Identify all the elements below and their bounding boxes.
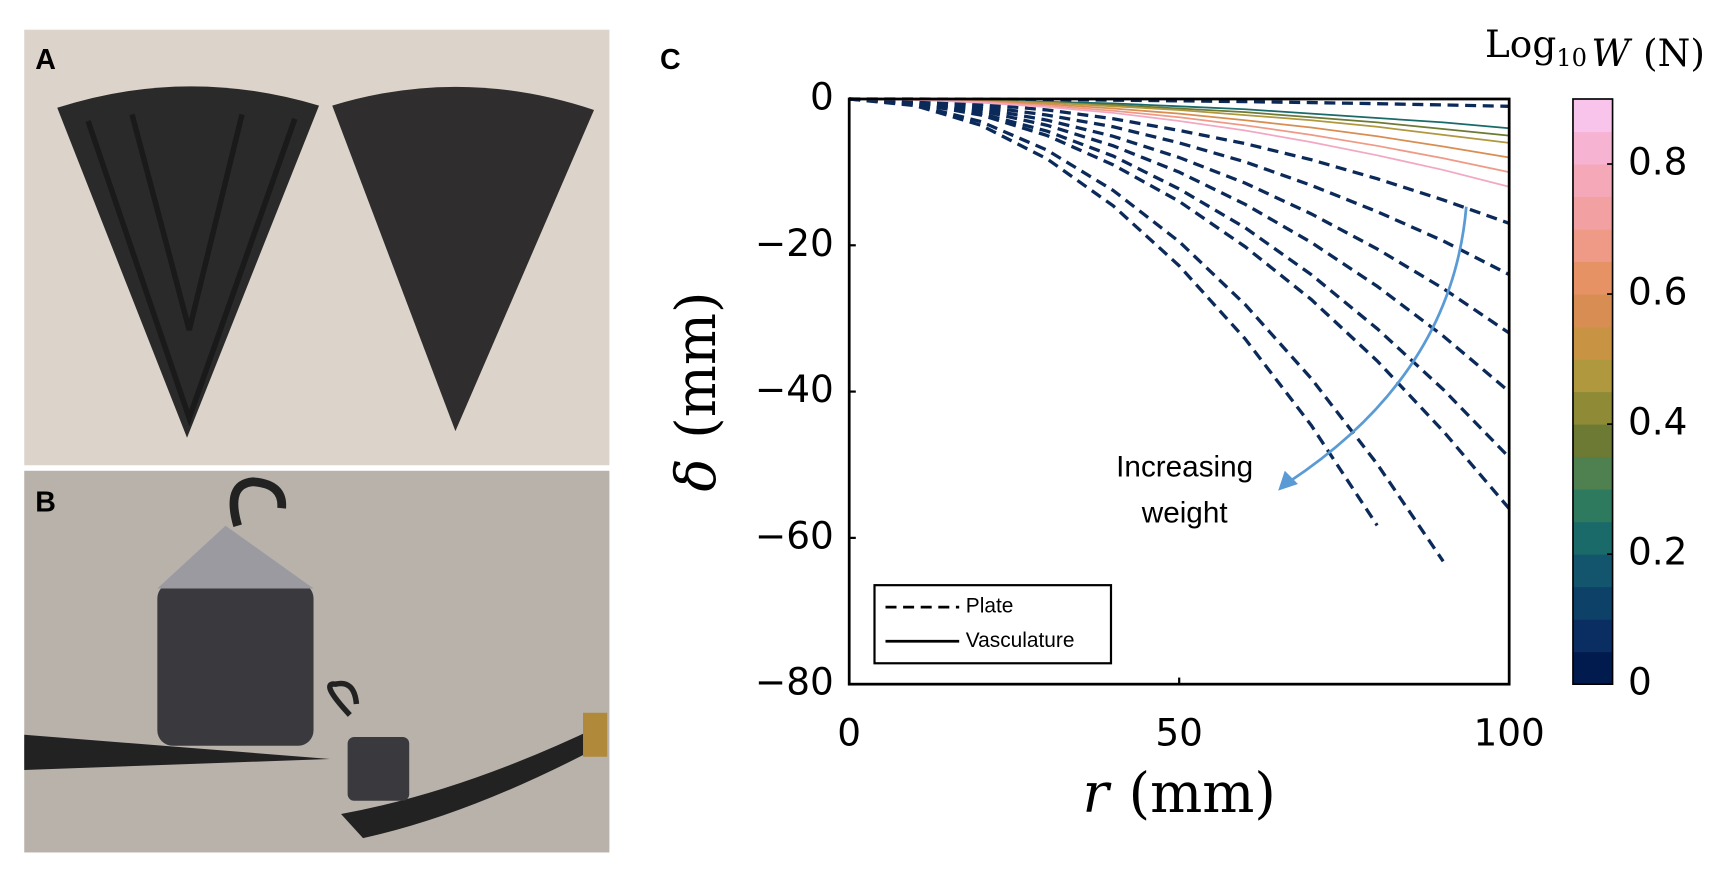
colorbar-step xyxy=(1572,261,1613,295)
photo-a xyxy=(24,29,610,466)
colorbar-tick-label: 0 xyxy=(1628,660,1652,704)
colorbar-step xyxy=(1572,229,1613,263)
colorbar-label-var: W xyxy=(1591,31,1632,75)
panel-label: B xyxy=(35,486,56,518)
clamp xyxy=(583,712,608,757)
colorbar-step xyxy=(1572,456,1613,490)
series-line xyxy=(849,97,1511,335)
weight-cap xyxy=(157,525,314,589)
panel-label: C xyxy=(660,44,681,76)
series-line xyxy=(849,97,1510,277)
x-tick-label: 50 xyxy=(1155,710,1203,754)
photo-background xyxy=(24,470,610,853)
y-tick-label: −60 xyxy=(755,513,834,557)
x-tick-label: 0 xyxy=(837,710,861,754)
colorbar-label-unit: (N) xyxy=(1643,31,1705,75)
colorbar-step xyxy=(1572,619,1613,653)
y-tick-label: −80 xyxy=(755,660,834,704)
colorbar-step xyxy=(1572,326,1613,360)
annotation-arrowhead xyxy=(1278,470,1298,491)
colorbar-step xyxy=(1572,98,1613,133)
weight-large xyxy=(157,582,314,746)
y-axis-label-unit: (mm) xyxy=(664,292,728,439)
colorbar-tick-label: 0.6 xyxy=(1628,270,1687,314)
x-axis-label: r (mm) xyxy=(1083,761,1276,825)
x-axis-label-var: r xyxy=(1083,761,1112,825)
y-tick-label: 0 xyxy=(810,74,834,118)
colorbar-step xyxy=(1572,391,1613,425)
legend-label: Plate xyxy=(966,595,1014,618)
vascular-strip xyxy=(341,725,606,839)
colorbar-step xyxy=(1572,424,1613,458)
series-line xyxy=(849,97,1511,510)
series-line xyxy=(849,98,1510,188)
annotation: Increasing xyxy=(1116,450,1253,483)
plot-frame xyxy=(847,97,1511,686)
colorbar-step xyxy=(1572,196,1613,230)
series-line xyxy=(849,97,1379,527)
weight-hook xyxy=(327,680,360,717)
colorbar-label-sub: 10 xyxy=(1556,44,1587,72)
plate-strip xyxy=(24,734,331,770)
colorbar-step xyxy=(1572,294,1613,328)
colorbar-label: Log10 W (N) xyxy=(1485,22,1705,75)
colorbar-tick-label: 0.4 xyxy=(1628,400,1687,444)
vascular-ribs xyxy=(85,113,298,427)
legend-label: Vasculature xyxy=(966,629,1075,652)
y-tick-label: −40 xyxy=(755,367,834,411)
series-line xyxy=(849,97,1511,393)
y-axis-label: δ (mm) xyxy=(664,292,728,492)
colorbar-step xyxy=(1572,521,1613,555)
colorbar-step xyxy=(1572,554,1613,588)
annotation-arrow xyxy=(1288,206,1468,483)
vascular-sector xyxy=(57,86,320,438)
colorbar-tick-label: 0.8 xyxy=(1628,140,1687,184)
legend-box xyxy=(873,584,1113,665)
colorbar-step xyxy=(1572,131,1613,165)
colorbar-frame xyxy=(1572,98,1614,685)
colorbar-step xyxy=(1572,586,1613,620)
y-axis-label-var: δ xyxy=(664,459,728,492)
series-line xyxy=(849,97,1445,563)
colorbar-step xyxy=(1572,164,1613,198)
weight-small xyxy=(347,736,410,801)
plate-sector xyxy=(332,86,595,432)
x-tick-label: 100 xyxy=(1473,710,1544,754)
colorbar-tick-label: 0.2 xyxy=(1628,530,1687,574)
colorbar-step xyxy=(1572,359,1613,393)
y-tick-label: −20 xyxy=(755,221,834,265)
x-axis-label-unit: (mm) xyxy=(1129,761,1276,825)
panel-label: A xyxy=(35,44,56,76)
colorbar-step xyxy=(1572,489,1613,523)
colorbar-step xyxy=(1572,651,1613,685)
colorbar-label-part: Log xyxy=(1485,22,1556,66)
annotation: weight xyxy=(1141,497,1229,530)
photo-b xyxy=(24,470,610,853)
weight-hook xyxy=(229,477,287,527)
